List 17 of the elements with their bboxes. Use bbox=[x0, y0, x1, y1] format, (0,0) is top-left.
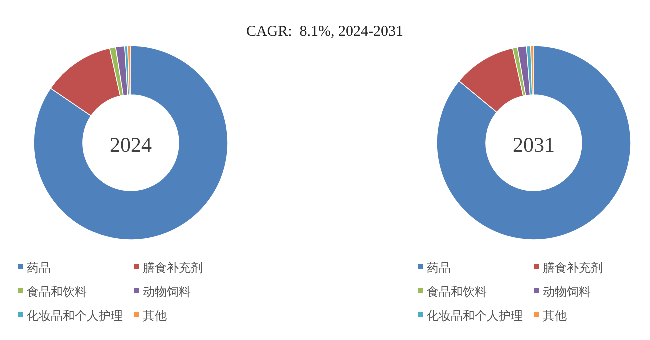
text: 2024 bbox=[110, 133, 152, 157]
legend-label: 药品 bbox=[427, 261, 451, 275]
text: 2031 bbox=[513, 133, 555, 157]
legend-label: 动物饲料 bbox=[543, 285, 591, 299]
legend-label: 化妆品和个人护理 bbox=[427, 309, 523, 323]
legend-label: 食品和饮料 bbox=[27, 285, 87, 299]
legend-label: 化妆品和个人护理 bbox=[27, 309, 123, 323]
legend-label: 食品和饮料 bbox=[427, 285, 487, 299]
legend-label: 药品 bbox=[27, 261, 51, 275]
donut-slice bbox=[436, 46, 632, 240]
legend-label: 膳食补充剂 bbox=[543, 261, 603, 275]
legend-label: 动物饲料 bbox=[143, 285, 191, 299]
legend-label: 膳食补充剂 bbox=[143, 261, 203, 275]
legend-label: 其他 bbox=[143, 309, 167, 323]
legend-label: 其他 bbox=[543, 309, 567, 323]
donut-slice bbox=[34, 46, 228, 240]
text: CAGR: 8.1%, 2024-2031 bbox=[246, 24, 404, 40]
